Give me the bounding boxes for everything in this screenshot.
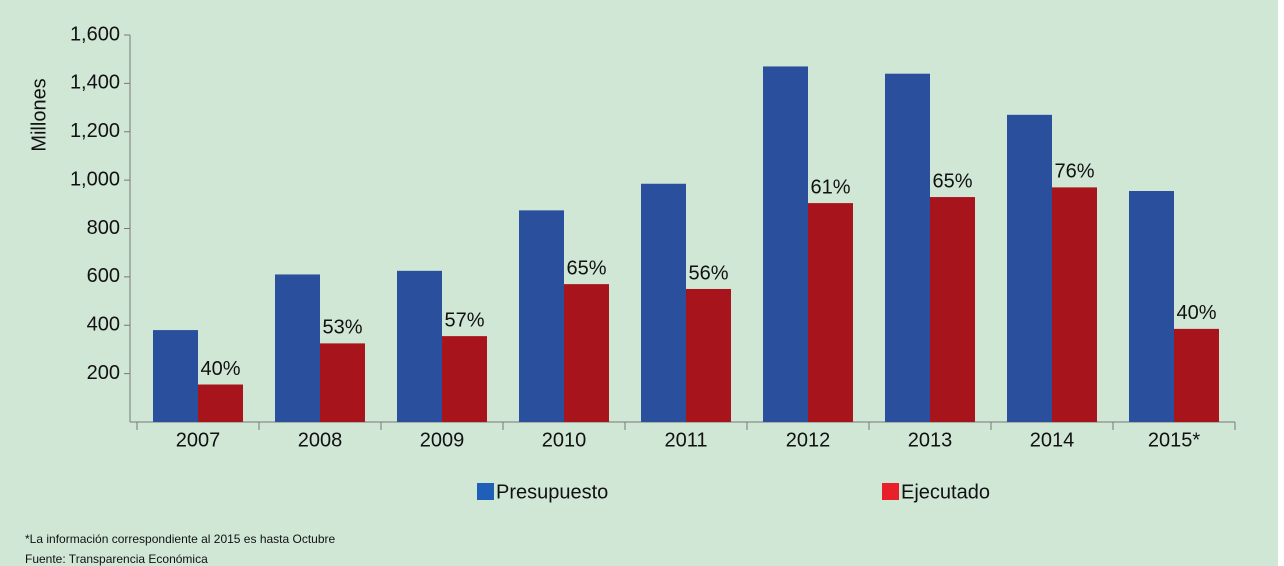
y-axis-label: Millones [28, 78, 50, 151]
bar [763, 66, 808, 422]
y-tick-label: 1,600 [70, 23, 120, 45]
x-tick-label: 2014 [1030, 429, 1075, 451]
data-label: 53% [322, 317, 362, 339]
bar [1052, 187, 1097, 422]
bar [1129, 191, 1174, 422]
x-tick-label: 2009 [420, 429, 465, 451]
bar [397, 270, 442, 422]
bar [320, 343, 365, 422]
source: Fuente: Transparencia Económica [25, 552, 208, 566]
y-tick-label: 800 [87, 217, 120, 239]
x-tick-label: 2008 [298, 429, 343, 451]
data-label: 65% [932, 170, 972, 192]
footnote: *La información correspondiente al 2015 … [25, 532, 336, 546]
bar [885, 73, 930, 422]
data-label: 57% [444, 309, 484, 331]
bar [153, 330, 198, 422]
x-tick-label: 2015* [1148, 429, 1200, 451]
bar [930, 197, 975, 422]
bar [1007, 114, 1052, 422]
data-label: 40% [200, 358, 240, 380]
y-tick-label: 1,400 [70, 72, 120, 94]
legend-label: Ejecutado [901, 481, 990, 503]
y-tick-label: 1,200 [70, 120, 120, 142]
data-label: 76% [1054, 161, 1094, 183]
data-label: 56% [688, 262, 728, 284]
y-tick-label: 1,000 [70, 168, 120, 190]
y-tick-label: 600 [87, 265, 120, 287]
bar [641, 183, 686, 422]
data-label: 40% [1176, 302, 1216, 324]
bar [686, 288, 731, 422]
data-label: 61% [810, 176, 850, 198]
y-tick-label: 400 [87, 314, 120, 336]
y-tick-label: 200 [87, 362, 120, 384]
bar [1174, 328, 1219, 422]
legend-label: Presupuesto [496, 481, 608, 503]
bar [808, 203, 853, 422]
bar [275, 274, 320, 422]
bar [198, 384, 243, 422]
bar [519, 210, 564, 422]
x-tick-label: 2010 [542, 429, 587, 451]
x-tick-label: 2012 [786, 429, 831, 451]
legend-swatch [477, 483, 494, 500]
x-tick-label: 2011 [664, 429, 707, 451]
bar [442, 336, 487, 422]
x-tick-label: 2013 [908, 429, 953, 451]
x-tick-label: 2007 [176, 429, 221, 451]
data-label: 65% [566, 257, 606, 279]
bar [564, 284, 609, 422]
legend-swatch [882, 483, 899, 500]
